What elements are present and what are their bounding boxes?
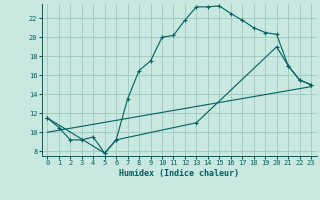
X-axis label: Humidex (Indice chaleur): Humidex (Indice chaleur)	[119, 169, 239, 178]
